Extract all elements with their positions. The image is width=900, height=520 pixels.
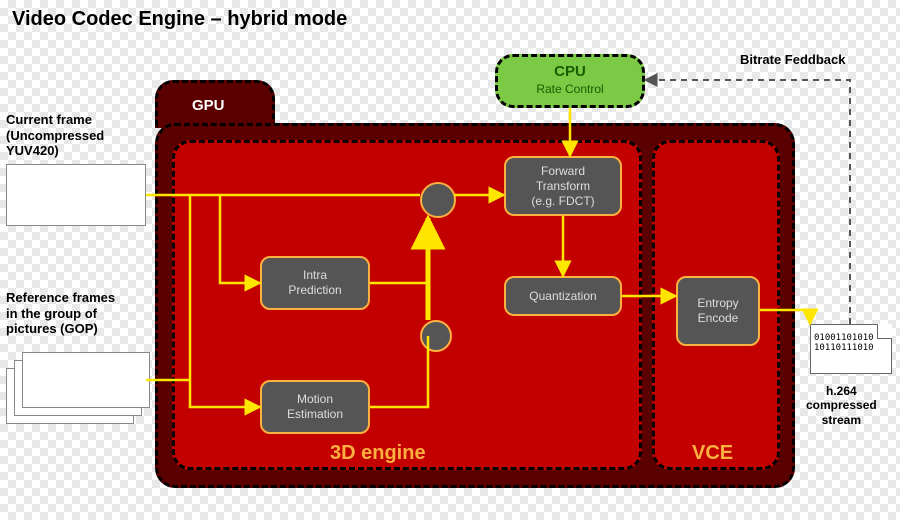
bitrate-feedback-label: Bitrate Feddback bbox=[740, 52, 845, 68]
ref-frame bbox=[22, 352, 150, 408]
sum-circle-top bbox=[420, 182, 456, 218]
reference-frames-label: Reference frames in the group of picture… bbox=[6, 290, 115, 337]
gpu-label: GPU bbox=[192, 97, 225, 114]
node-motion-estimation: Motion Estimation bbox=[260, 380, 370, 434]
section-3d-engine-label: 3D engine bbox=[330, 442, 426, 465]
node-forward-transform: Forward Transform (e.g. FDCT) bbox=[504, 156, 622, 216]
node-entropy-encode: Entropy Encode bbox=[676, 276, 760, 346]
diagram-title: Video Codec Engine – hybrid mode bbox=[12, 8, 347, 31]
sum-circle-bottom bbox=[420, 320, 452, 352]
section-vce-label: VCE bbox=[692, 442, 733, 465]
current-frame-box bbox=[6, 164, 146, 226]
cpu-subtitle: Rate Control bbox=[498, 82, 642, 96]
output-bits-text: 01001101010 10110111010 bbox=[814, 334, 874, 354]
cpu-title: CPU bbox=[498, 63, 642, 80]
node-quantization: Quantization bbox=[504, 276, 622, 316]
reference-frames-stack bbox=[6, 352, 146, 414]
current-frame-label: Current frame (Uncompressed YUV420) bbox=[6, 112, 104, 159]
node-intra-prediction: Intra Prediction bbox=[260, 256, 370, 310]
cpu-box: CPU Rate Control bbox=[495, 54, 645, 108]
output-stream-label: h.264 compressed stream bbox=[806, 384, 877, 427]
